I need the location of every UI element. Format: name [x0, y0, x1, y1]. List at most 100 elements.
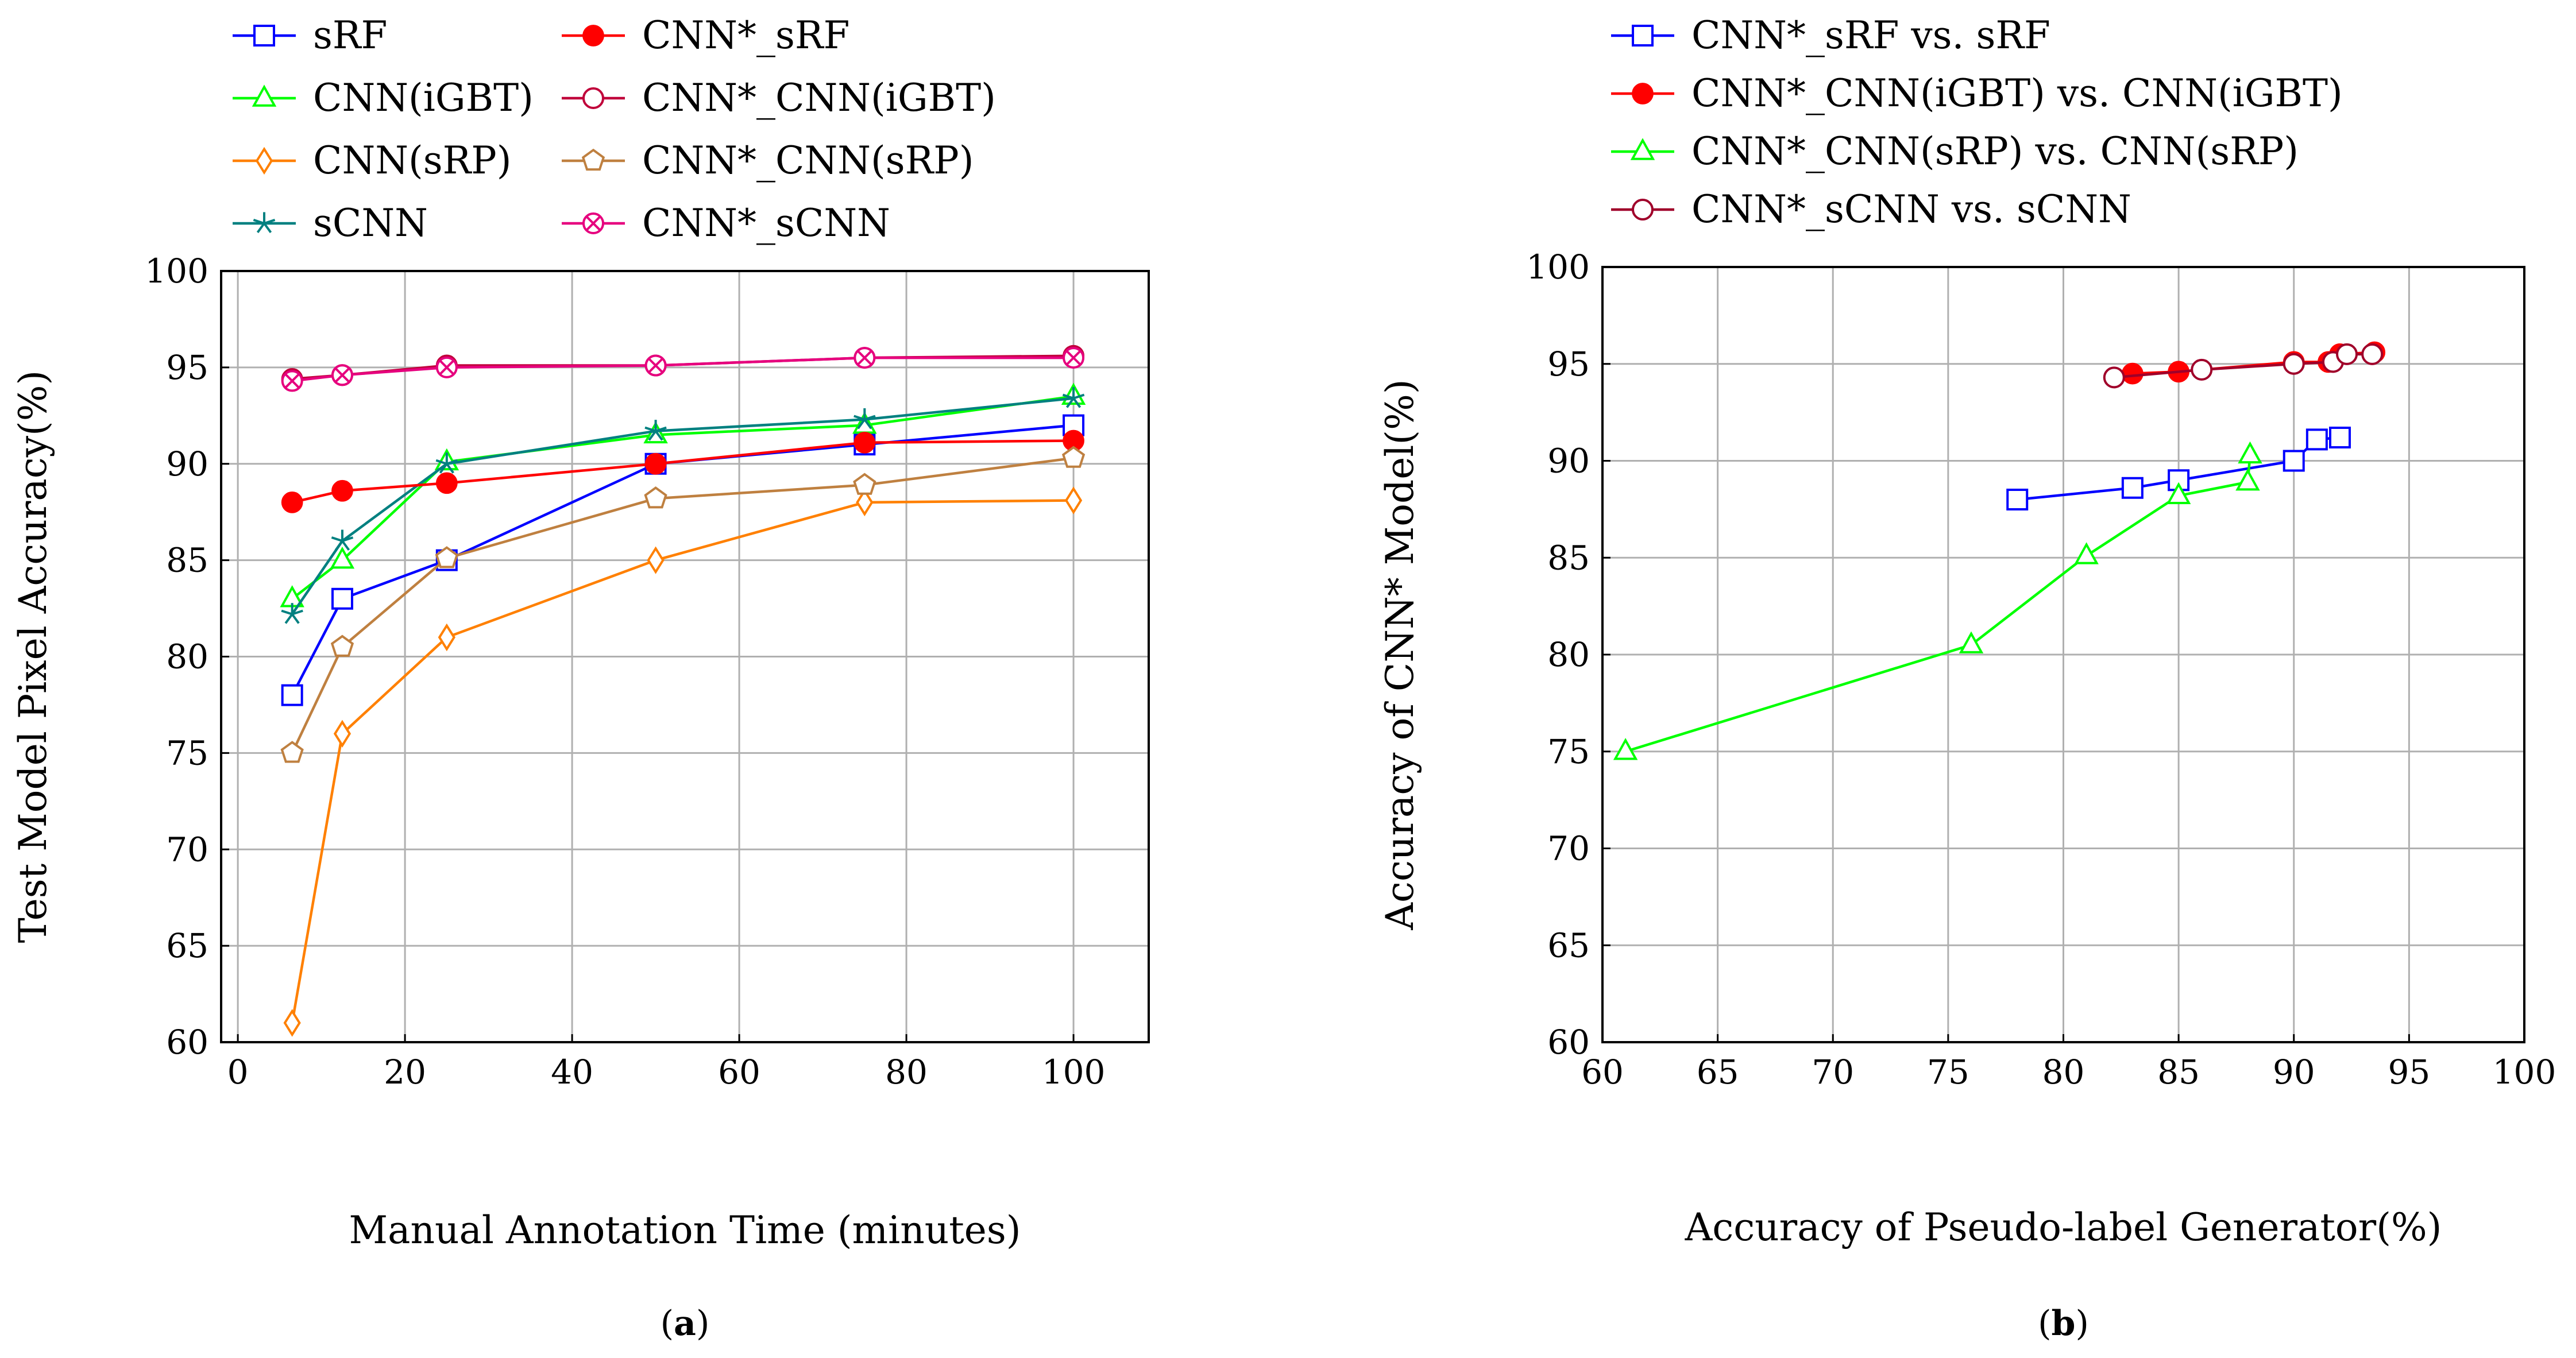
chart-b: 60 65 70 75 80 85 90 95 100 60 65 70 75 80 85 90 95 100 Ac…	[1378, 13, 2556, 1344]
x-axis-label: Accuracy of Pseudo-label Generator(%)	[1685, 1205, 2442, 1249]
data-point-cross	[1065, 350, 1082, 366]
data-point	[647, 546, 665, 574]
series-cnn-scnn	[281, 347, 1085, 392]
data-point	[853, 408, 876, 430]
y-tick-label: 100	[145, 252, 208, 291]
y-tick-label: 100	[1526, 247, 1590, 287]
x-tick-label: 20	[384, 1053, 426, 1092]
data-point-cross	[857, 350, 872, 366]
data-point	[2283, 353, 2305, 375]
data-point	[435, 546, 458, 568]
y-tick-label: 70	[1547, 829, 1590, 868]
grid-a	[221, 270, 1149, 1043]
data-point	[2191, 358, 2213, 381]
x-tick-label: 60	[718, 1053, 760, 1092]
data-point	[2283, 450, 2305, 472]
panel-label-close: )	[696, 1303, 709, 1344]
data-point	[2305, 428, 2328, 451]
series-cnn-srp	[283, 486, 1083, 1037]
series-line	[1625, 455, 2251, 753]
y-tick-label: 70	[166, 830, 208, 869]
x-tick-label: 100	[1042, 1053, 1106, 1092]
data-point	[2121, 477, 2144, 499]
series-line	[292, 356, 1074, 382]
panel-label-open: (	[2038, 1303, 2051, 1344]
data-point	[281, 492, 303, 513]
x-tick-label: 80	[2042, 1053, 2085, 1092]
panel-label-open: (	[661, 1303, 674, 1344]
grid-b	[1601, 266, 2525, 1043]
data-point	[281, 684, 303, 706]
legend-item: CNN*_sCNN vs. sCNN	[1611, 187, 2131, 231]
legend-label: sRF	[313, 13, 387, 57]
y-tick-label: 75	[166, 733, 208, 772]
legend-label: CNN*_CNN(sRP) vs. CNN(sRP)	[1691, 129, 2299, 173]
data-point	[330, 634, 354, 657]
data-point	[1062, 387, 1085, 408]
data-point	[283, 1009, 301, 1037]
legend-marker	[582, 87, 604, 109]
legend-marker	[1630, 138, 1655, 160]
data-point-cross	[284, 373, 300, 389]
data-point	[644, 420, 667, 441]
legend-item: CNN(sRP)	[233, 138, 511, 183]
data-point	[1959, 631, 1984, 653]
data-point-cross	[648, 358, 663, 373]
data-point	[2006, 489, 2029, 510]
data-point	[853, 347, 876, 369]
data-point-cross	[439, 359, 455, 376]
data-point	[435, 356, 458, 378]
data-point	[435, 452, 458, 474]
legend-label: CNN*_sCNN vs. sCNN	[1691, 187, 2131, 231]
legend-item: CNN*_CNN(iGBT)	[562, 76, 996, 120]
data-point	[435, 472, 458, 494]
legend-marker	[253, 212, 276, 233]
series-line	[291, 499, 1074, 1023]
data-point	[2166, 482, 2191, 504]
legend-label: CNN*_CNN(sRP)	[642, 138, 974, 183]
data-point	[2103, 366, 2125, 389]
legend-b: CNN*_sRF vs. sRF CNN*_CNN(iGBT) vs. CNN(i…	[1611, 13, 2343, 231]
legend-marker	[253, 25, 275, 47]
data-point	[2074, 542, 2099, 564]
data-point	[280, 741, 304, 763]
data-point	[281, 370, 303, 392]
data-point	[330, 546, 355, 569]
panel-label-close: )	[2075, 1303, 2088, 1344]
data-point	[1063, 347, 1085, 369]
legend-marker	[582, 212, 604, 234]
x-tick-label: 65	[1697, 1053, 1739, 1092]
legend-marker	[1632, 83, 1654, 105]
y-tick-label: 85	[166, 541, 208, 580]
legend-marker	[252, 84, 277, 107]
legend-marker	[1632, 25, 1654, 47]
legend-item: CNN*_sRF vs. sRF	[1611, 13, 2050, 57]
data-point	[2329, 427, 2351, 448]
series-scnn	[281, 387, 1085, 624]
legend-label: CNN(iGBT)	[313, 76, 534, 120]
legend-item: CNN*_CNN(sRP) vs. CNN(sRP)	[1611, 129, 2299, 173]
data-point	[856, 488, 874, 517]
legend-label: CNN*_sRF vs. sRF	[1691, 13, 2050, 57]
data-point	[644, 486, 667, 509]
y-tick-label: 60	[166, 1023, 208, 1062]
series-cnn-cnn-srp	[280, 446, 1086, 763]
y-tick-label: 65	[166, 926, 208, 965]
series-cnn-scnn-vs-scnn	[2103, 343, 2384, 389]
data-point	[2238, 441, 2262, 464]
x-tick-label: 70	[1812, 1053, 1854, 1092]
legend-label: CNN*_CNN(iGBT)	[642, 76, 996, 120]
data-point	[331, 479, 353, 502]
x-tick-label: 75	[1927, 1053, 1969, 1092]
data-point	[2361, 343, 2384, 365]
series-cnn-srf-vs-srf	[2006, 427, 2351, 510]
y-tick-label: 95	[1547, 345, 1590, 384]
data-point	[2235, 468, 2260, 491]
x-tick-label: 0	[227, 1053, 249, 1092]
legend-item: CNN*_sRF	[562, 13, 849, 57]
legend-item: CNN(iGBT)	[233, 76, 534, 120]
panel-label-letter: a	[674, 1303, 696, 1344]
series-line	[292, 439, 1074, 504]
series-cnn-cnn-srp-vs-cnn-srp	[1613, 441, 2262, 760]
legend-item: sRF	[233, 13, 387, 57]
